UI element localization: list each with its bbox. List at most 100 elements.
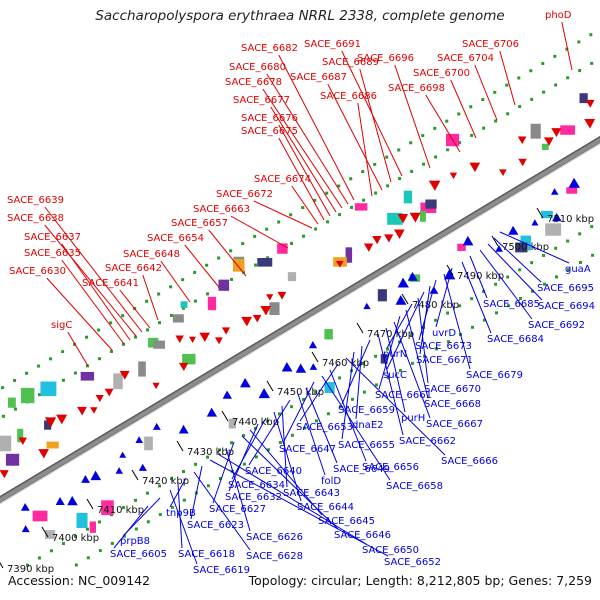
tick-mark [350, 397, 354, 401]
forward-gene-label: SACE_6677 [233, 95, 290, 106]
reverse-gene-label: SACE_6644 [297, 502, 354, 513]
reverse-gene-arrow [90, 470, 102, 481]
tick-mark [1, 386, 5, 390]
tick-mark [326, 220, 330, 224]
reverse-gene-arrow [281, 361, 293, 372]
feature-block [545, 223, 562, 236]
tick-mark [313, 198, 317, 202]
tick-mark [410, 333, 414, 337]
tick-mark [110, 541, 114, 545]
tick-mark [314, 419, 318, 423]
tick-mark [386, 347, 390, 351]
tick-mark [302, 426, 306, 430]
reverse-leader-line [305, 387, 338, 464]
reverse-gene-label: SACE_6656 [362, 462, 419, 473]
forward-leader-line [262, 88, 343, 209]
reverse-gene-label: SACE_6670 [424, 384, 481, 395]
scale-label: 7470 kbp [367, 329, 414, 340]
tick-mark [242, 434, 246, 438]
reverse-gene-arrow [495, 245, 503, 252]
tick-mark [542, 90, 546, 94]
scale-tick [311, 351, 319, 363]
forward-gene-arrow [335, 261, 344, 268]
tick-mark [98, 549, 102, 553]
tick-mark [554, 83, 558, 87]
reverse-leader-line [469, 255, 488, 299]
forward-gene-arrow [188, 336, 197, 343]
forward-leader-line [208, 229, 247, 277]
tick-mark [554, 246, 558, 250]
tick-mark [543, 282, 547, 286]
tick-mark [374, 383, 378, 387]
tick-mark [362, 361, 366, 365]
tick-mark [289, 213, 293, 217]
forward-leader-line [499, 50, 516, 106]
forward-gene-arrow [409, 212, 421, 223]
forward-leader-line [44, 206, 143, 333]
forward-gene-arrow [221, 327, 230, 335]
forward-gene-label: SACE_6630 [9, 266, 66, 277]
feature-block [403, 190, 413, 204]
reverse-gene-arrow [258, 388, 271, 399]
forward-gene-arrow [214, 337, 223, 345]
tick-mark [206, 455, 210, 459]
tick-mark [337, 184, 341, 188]
tick-mark [242, 462, 246, 466]
reverse-gene-arrow [119, 451, 127, 458]
reverse-gene-label: SACE_6655 [338, 440, 395, 451]
reverse-gene-label: SACE_6668 [424, 399, 481, 410]
tick-mark [109, 321, 113, 325]
tick-mark [566, 76, 570, 80]
tick-mark [338, 213, 342, 217]
tick-mark [277, 220, 281, 224]
forward-leader-line [119, 289, 151, 329]
scale-tick [356, 322, 364, 334]
tick-mark [433, 126, 437, 130]
tick-mark [458, 304, 462, 308]
tick-mark [518, 105, 522, 109]
tick-mark [555, 275, 559, 279]
forward-gene-arrow [175, 335, 184, 343]
scale-label: 7450 kbp [277, 387, 324, 398]
scale-label: 7400 kbp [52, 533, 99, 544]
tick-mark [445, 119, 449, 123]
tick-mark [506, 304, 510, 308]
reverse-leader-line [113, 505, 149, 549]
tick-mark [73, 342, 77, 346]
tick-mark [362, 390, 366, 394]
reverse-leader-line [282, 381, 315, 444]
reverse-gene-label: folD [321, 476, 341, 487]
tick-mark [73, 534, 77, 538]
forward-gene-label: SACE_6641 [82, 278, 139, 289]
tick-mark [505, 83, 509, 87]
feature-block [425, 199, 437, 209]
forward-gene-label: SACE_6672 [216, 189, 273, 200]
reverse-gene-label: SACE_6685 [483, 299, 540, 310]
tick-mark [1, 414, 5, 418]
feature-block [5, 453, 20, 466]
reverse-gene-label: SACE_6640 [245, 466, 302, 477]
forward-gene-label: SACE_6675 [241, 126, 298, 137]
forward-gene-arrow [469, 162, 481, 173]
tick-mark [49, 549, 53, 553]
forward-gene-labels: phoD SACE_6706 SACE_6704 SACE_6700 SACE_6698… [7, 10, 573, 367]
tick-mark [25, 563, 29, 567]
tick-mark [253, 234, 257, 238]
forward-gene-arrow [584, 119, 596, 129]
reverse-leader-line [231, 417, 267, 480]
forward-gene-label: SACE_6639 [7, 195, 64, 206]
tick-mark [530, 261, 534, 265]
tick-mark [434, 318, 438, 322]
feature-block [0, 435, 12, 452]
reverse-gene-arrow [55, 496, 65, 505]
scale-label: 7490 kbp [457, 271, 504, 282]
reverse-gene-label: prpB8 [120, 536, 150, 547]
reverse-gene-label: guaA [565, 264, 591, 275]
reverse-gene-label: SACE_6653 [296, 422, 353, 433]
forward-gene-arrow [95, 394, 104, 403]
scale-label: 7410 kbp [97, 505, 144, 516]
feature-block [17, 428, 24, 443]
reverse-gene-arrow [67, 495, 78, 506]
reverse-gene-label: SACE_6618 [178, 549, 235, 560]
tick-mark [145, 328, 149, 332]
